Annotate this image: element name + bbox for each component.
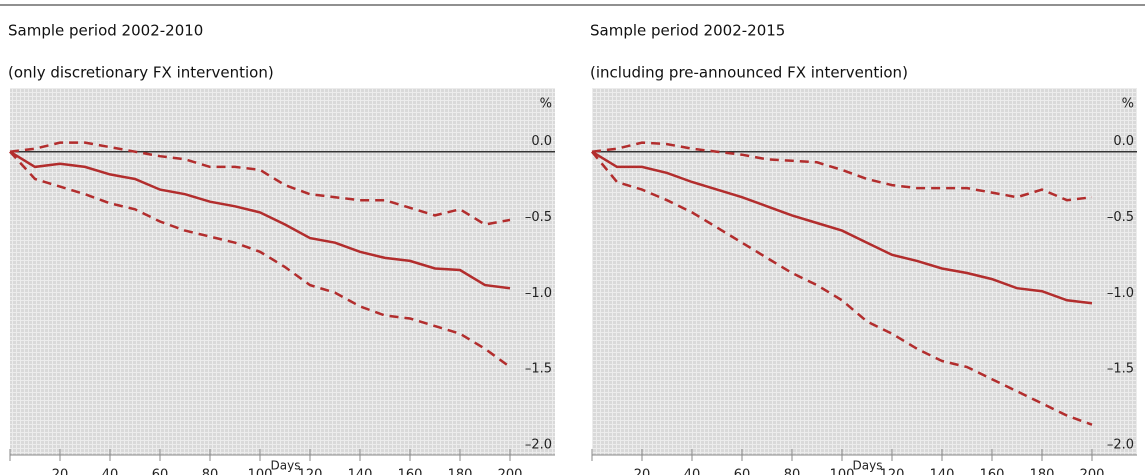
x-tick-label: 80 <box>784 468 801 475</box>
x-tick-label: 200 <box>498 468 523 475</box>
x-tick-label: 80 <box>202 468 219 475</box>
x-tick-label: 140 <box>348 468 373 475</box>
y-tick-label: –0.5 <box>525 210 552 225</box>
x-tick-label: 120 <box>880 468 905 475</box>
x-tick-label: 60 <box>734 468 751 475</box>
series-line <box>591 141 1093 202</box>
series-line <box>9 150 511 290</box>
chart-subtitle: (including pre-announced FX intervention… <box>590 64 908 82</box>
y-unit: % <box>1122 97 1134 112</box>
x-tick-label: 140 <box>930 468 955 475</box>
x-axis-label: Days <box>271 459 301 473</box>
x-tick-label: 180 <box>448 468 473 475</box>
x-tick-label: 20 <box>634 468 651 475</box>
y-tick-label: 0.0 <box>1113 134 1134 149</box>
x-tick-label: 20 <box>52 468 69 475</box>
plot-background <box>592 88 1137 455</box>
series-line <box>9 141 511 226</box>
x-tick-label: 180 <box>1030 468 1055 475</box>
x-tick-label: 160 <box>980 468 1005 475</box>
y-tick-label: 0.0 <box>531 134 552 149</box>
x-tick-label: 60 <box>152 468 169 475</box>
series-line <box>591 150 1093 305</box>
chart-title: Sample period 2002-2010 <box>8 22 203 40</box>
x-tick-label: 40 <box>102 468 119 475</box>
x-tick-label: 100 <box>248 468 273 475</box>
y-tick-label: –2.0 <box>1107 438 1134 453</box>
y-tick-label: –1.5 <box>525 362 552 377</box>
chart-subtitle: (only discretionary FX intervention) <box>8 64 274 82</box>
x-tick-label: 160 <box>398 468 423 475</box>
y-tick-label: –0.5 <box>1107 210 1134 225</box>
series-line <box>9 150 511 369</box>
chart-title: Sample period 2002-2015 <box>590 22 785 40</box>
x-tick-label: 40 <box>684 468 701 475</box>
x-tick-label: 120 <box>298 468 323 475</box>
y-unit: % <box>540 97 552 112</box>
x-tick-label: 200 <box>1080 468 1105 475</box>
y-tick-label: –1.0 <box>1107 286 1134 301</box>
x-axis-label: Days <box>853 459 883 473</box>
x-tick-label: 100 <box>830 468 855 475</box>
series-line <box>591 150 1093 426</box>
y-tick-label: –1.5 <box>1107 362 1134 377</box>
y-tick-label: –2.0 <box>525 438 552 453</box>
y-tick-label: –1.0 <box>525 286 552 301</box>
